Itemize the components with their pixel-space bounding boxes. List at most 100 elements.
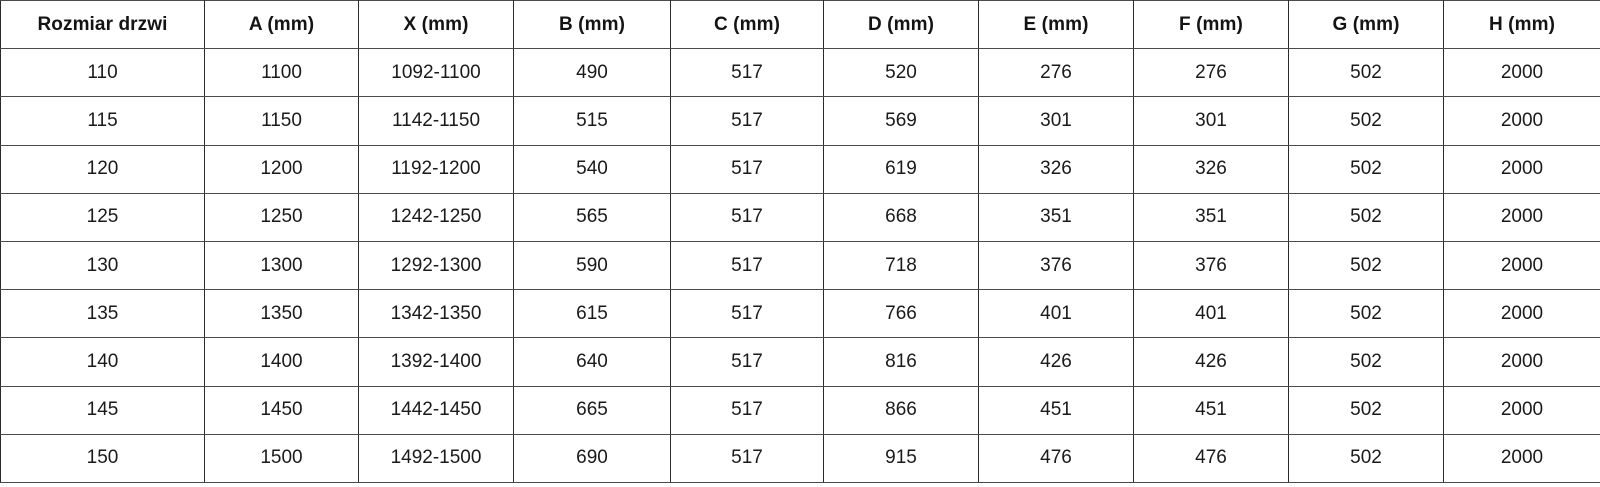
cell-value: 476 [1133, 433, 1289, 483]
cell-value: 2000 [1443, 385, 1600, 435]
table-row: 150 1500 1492-1500 690 517 915 476 476 502 2000 [0, 433, 1600, 483]
cell-value: 515 [513, 96, 671, 146]
cell-value: 517 [670, 192, 824, 242]
cell-value: 401 [1133, 289, 1289, 339]
cell-value: 376 [1133, 240, 1289, 291]
cell-value: 668 [823, 192, 979, 242]
cell-value: 451 [978, 385, 1134, 435]
cell-value: 1400 [204, 337, 359, 387]
cell-value: 502 [1288, 289, 1444, 339]
table-header-row: Rozmiar drzwi A (mm) X (mm) B (mm) C (mm) D (… [0, 0, 1600, 50]
table-header: Rozmiar drzwi A (mm) X (mm) B (mm) C (mm) D (… [0, 0, 1600, 50]
cell-door-size: 115 [0, 96, 205, 146]
cell-value: 540 [513, 144, 671, 194]
cell-value: 517 [670, 337, 824, 387]
cell-value: 2000 [1443, 289, 1600, 339]
cell-value: 2000 [1443, 96, 1600, 146]
column-header-1: A (mm) [204, 0, 359, 50]
cell-value: 1200 [204, 144, 359, 194]
table-row: 115 1150 1142-1150 515 517 569 301 301 502 2000 [0, 96, 1600, 146]
cell-value: 2000 [1443, 48, 1600, 98]
cell-value: 502 [1288, 144, 1444, 194]
cell-value: 276 [1133, 48, 1289, 98]
table-body: 110 1100 1092-1100 490 517 520 276 276 502 2000 11… [0, 48, 1600, 483]
cell-value: 569 [823, 96, 979, 146]
cell-value: 866 [823, 385, 979, 435]
cell-value: 1342-1350 [358, 289, 514, 339]
cell-value: 2000 [1443, 337, 1600, 387]
cell-value: 326 [978, 144, 1134, 194]
cell-value: 619 [823, 144, 979, 194]
cell-value: 376 [978, 240, 1134, 291]
cell-value: 517 [670, 96, 824, 146]
cell-value: 517 [670, 289, 824, 339]
cell-door-size: 140 [0, 337, 205, 387]
cell-value: 1100 [204, 48, 359, 98]
cell-value: 517 [670, 240, 824, 291]
cell-value: 502 [1288, 385, 1444, 435]
cell-door-size: 110 [0, 48, 205, 98]
cell-value: 502 [1288, 240, 1444, 291]
cell-value: 1300 [204, 240, 359, 291]
cell-value: 816 [823, 337, 979, 387]
cell-value: 2000 [1443, 144, 1600, 194]
cell-value: 1150 [204, 96, 359, 146]
column-header-3: B (mm) [513, 0, 671, 50]
cell-value: 490 [513, 48, 671, 98]
cell-value: 326 [1133, 144, 1289, 194]
cell-value: 718 [823, 240, 979, 291]
table-row: 120 1200 1192-1200 540 517 619 326 326 502 2000 [0, 144, 1600, 194]
cell-value: 502 [1288, 96, 1444, 146]
table-row: 145 1450 1442-1450 665 517 866 451 451 502 2000 [0, 385, 1600, 435]
cell-value: 1192-1200 [358, 144, 514, 194]
cell-value: 1350 [204, 289, 359, 339]
cell-value: 1442-1450 [358, 385, 514, 435]
cell-value: 690 [513, 433, 671, 483]
cell-door-size: 130 [0, 240, 205, 291]
cell-value: 640 [513, 337, 671, 387]
cell-value: 301 [1133, 96, 1289, 146]
cell-value: 351 [978, 192, 1134, 242]
cell-value: 1392-1400 [358, 337, 514, 387]
cell-value: 426 [978, 337, 1134, 387]
cell-value: 520 [823, 48, 979, 98]
cell-value: 2000 [1443, 240, 1600, 291]
column-header-7: F (mm) [1133, 0, 1289, 50]
cell-value: 1450 [204, 385, 359, 435]
column-header-2: X (mm) [358, 0, 514, 50]
cell-door-size: 120 [0, 144, 205, 194]
column-header-9: H (mm) [1443, 0, 1600, 50]
cell-value: 2000 [1443, 433, 1600, 483]
column-header-0: Rozmiar drzwi [0, 0, 205, 50]
cell-value: 426 [1133, 337, 1289, 387]
cell-value: 1292-1300 [358, 240, 514, 291]
cell-door-size: 150 [0, 433, 205, 483]
cell-value: 517 [670, 433, 824, 483]
cell-door-size: 135 [0, 289, 205, 339]
column-header-4: C (mm) [670, 0, 824, 50]
cell-value: 451 [1133, 385, 1289, 435]
cell-value: 1500 [204, 433, 359, 483]
cell-value: 401 [978, 289, 1134, 339]
table-row: 110 1100 1092-1100 490 517 520 276 276 502 2000 [0, 48, 1600, 98]
table-row: 140 1400 1392-1400 640 517 816 426 426 502 2000 [0, 337, 1600, 387]
cell-value: 502 [1288, 48, 1444, 98]
cell-value: 1242-1250 [358, 192, 514, 242]
cell-value: 590 [513, 240, 671, 291]
table-row: 135 1350 1342-1350 615 517 766 401 401 502 2000 [0, 289, 1600, 339]
cell-value: 1492-1500 [358, 433, 514, 483]
cell-value: 565 [513, 192, 671, 242]
cell-value: 301 [978, 96, 1134, 146]
cell-value: 502 [1288, 433, 1444, 483]
cell-value: 665 [513, 385, 671, 435]
cell-value: 517 [670, 48, 824, 98]
table-row: 125 1250 1242-1250 565 517 668 351 351 502 2000 [0, 192, 1600, 242]
cell-value: 502 [1288, 192, 1444, 242]
cell-value: 476 [978, 433, 1134, 483]
cell-value: 915 [823, 433, 979, 483]
cell-door-size: 145 [0, 385, 205, 435]
cell-value: 615 [513, 289, 671, 339]
column-header-5: D (mm) [823, 0, 979, 50]
cell-value: 1142-1150 [358, 96, 514, 146]
cell-value: 517 [670, 144, 824, 194]
